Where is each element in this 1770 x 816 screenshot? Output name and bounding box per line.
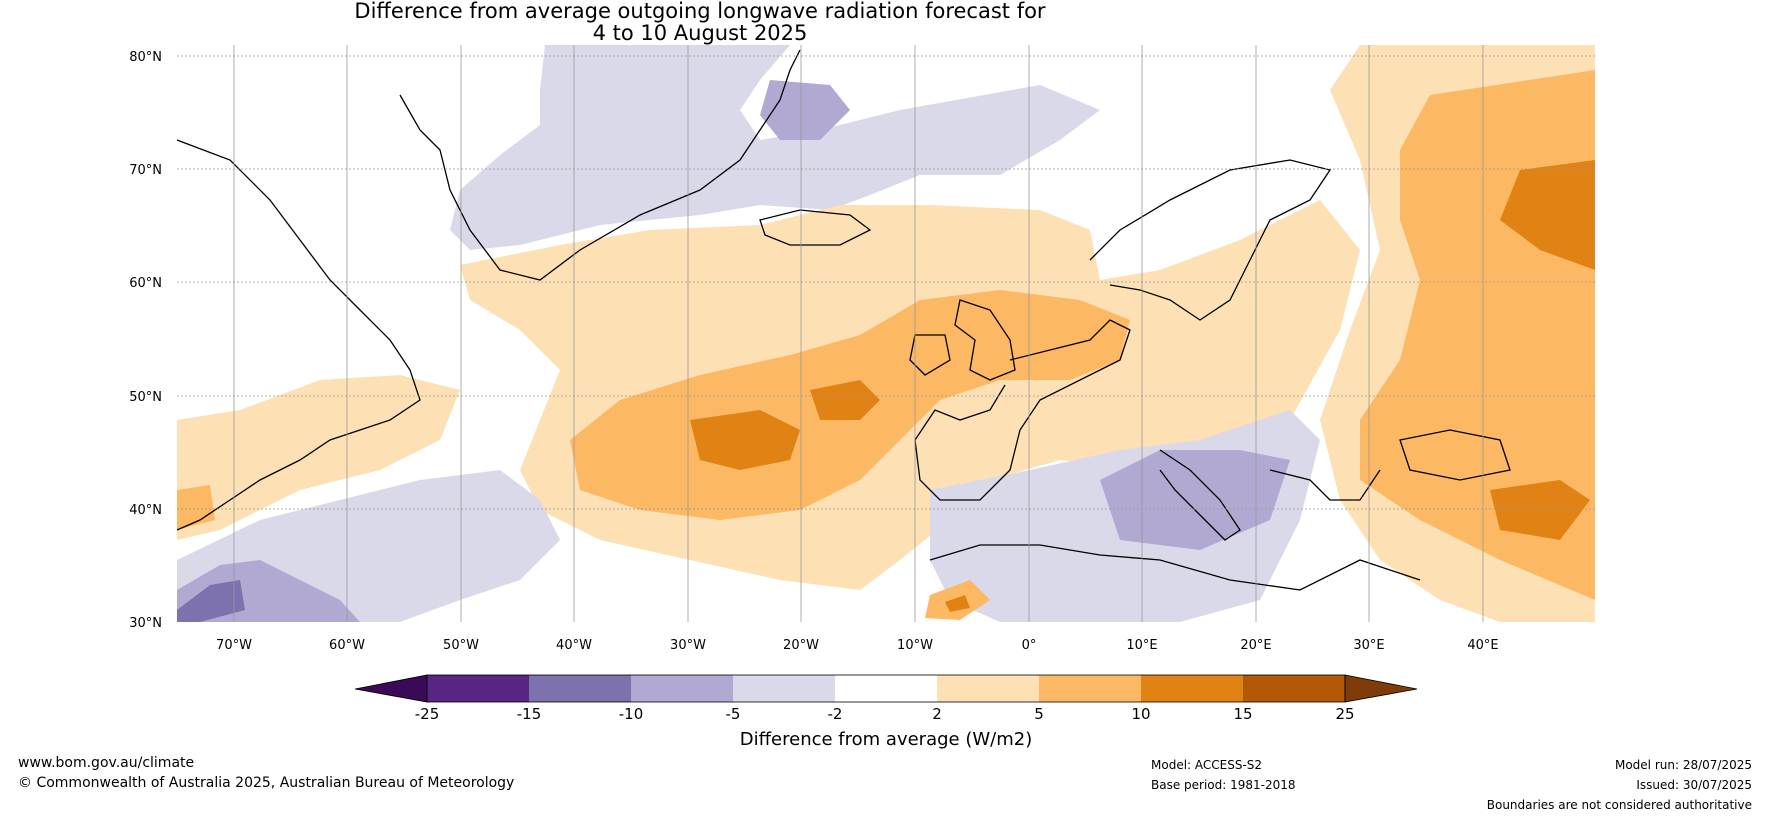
colorbar-tick-labels: -25 -15 -10 -5 -2 2 5 10 15 25 — [415, 705, 1355, 723]
colorbar-bin — [427, 675, 529, 702]
colorbar-tick: -2 — [828, 705, 843, 723]
coastline-aegean — [1269, 469, 1381, 501]
colorbar-bin — [631, 675, 733, 702]
lon-label: 30°W — [670, 638, 706, 653]
lat-label: 70°N — [129, 163, 162, 178]
footer-model: Model: ACCESS-S2 — [1151, 758, 1263, 772]
map-title-line2: 4 to 10 August 2025 — [592, 21, 808, 45]
coastline-scandinavia — [1089, 159, 1332, 321]
coastline-greenland — [399, 49, 801, 281]
anomaly-region-pos-strong-russia — [1500, 160, 1595, 270]
map-title-line1: Difference from average outgoing longwav… — [354, 0, 1046, 23]
colorbar-tick: 10 — [1131, 705, 1150, 723]
colorbar-tick: 25 — [1335, 705, 1354, 723]
coastline-north-america — [177, 139, 421, 531]
graticule — [177, 45, 1595, 622]
coastline-mediterranean-south — [929, 544, 1421, 591]
lon-label: 0° — [1022, 638, 1037, 653]
coastline-ireland — [909, 334, 951, 376]
coastline-europe-west — [914, 319, 1131, 501]
lon-label: 50°W — [443, 638, 479, 653]
anomaly-fields — [177, 45, 1595, 622]
colorbar-bin — [835, 675, 937, 702]
colorbar-tick: 2 — [932, 705, 942, 723]
coastline-black-sea — [1399, 429, 1511, 481]
lon-label: 60°W — [329, 638, 365, 653]
lon-label: 10°E — [1126, 638, 1157, 653]
lon-label: 20°W — [783, 638, 819, 653]
coastline-italy — [1159, 449, 1241, 541]
coastline-iceland — [759, 209, 872, 246]
colorbar-bin — [529, 675, 631, 702]
lon-label: 70°W — [216, 638, 252, 653]
lon-labels: 70°W 60°W 50°W 40°W 30°W 20°W 10°W 0° 10… — [216, 638, 1499, 653]
anomaly-region-pos-africa-core — [945, 595, 970, 612]
colorbar-bin — [937, 675, 1039, 702]
lon-label: 40°W — [556, 638, 592, 653]
colorbar-extend-high — [1344, 674, 1418, 703]
colorbar-extend-low — [354, 674, 428, 703]
lon-label: 40°E — [1467, 638, 1498, 653]
lon-label: 10°W — [897, 638, 933, 653]
lat-label: 40°N — [129, 503, 162, 518]
anomaly-region-neg-sw-strong — [177, 580, 245, 622]
colorbar-bin — [733, 675, 835, 702]
colorbar-tick: -25 — [415, 705, 440, 723]
footer-website: www.bom.gov.au/climate — [18, 755, 195, 771]
coastlines — [177, 49, 1511, 591]
colorbar-bin — [1141, 675, 1243, 702]
lat-label: 30°N — [129, 616, 162, 631]
colorbar-outline — [426, 674, 1346, 703]
colorbar-title: Difference from average (W/m2) — [740, 729, 1032, 750]
colorbar-tick: -10 — [619, 705, 644, 723]
coastline-britain — [954, 299, 1016, 381]
footer-base-period: Base period: 1981-2018 — [1151, 778, 1296, 792]
anomaly-region-pos-strong-turkey — [1490, 480, 1590, 540]
lon-label: 30°E — [1353, 638, 1384, 653]
colorbar-bin — [1243, 675, 1345, 702]
colorbar-tick: -5 — [726, 705, 741, 723]
anomaly-region-neg-north — [450, 45, 1100, 250]
colorbar-tick: 15 — [1233, 705, 1252, 723]
anomaly-region-neg-med-core — [1100, 450, 1290, 550]
anomaly-region-pos-strong-core-2 — [810, 380, 880, 420]
colorbar-bin — [1039, 675, 1141, 702]
lat-labels: 80°N 70°N 60°N 50°N 40°N 30°N — [129, 50, 162, 631]
anomaly-region-pos-strong-core-1 — [690, 410, 800, 470]
footer-issued: Issued: 30/07/2025 — [1636, 778, 1752, 792]
anomaly-region-pos-newfoundland-core — [177, 485, 215, 530]
footer-disclaimer: Boundaries are not considered authoritat… — [1486, 798, 1752, 812]
colorbar: -25 -15 -10 -5 -2 2 5 10 15 25 Differenc… — [354, 674, 1418, 750]
lat-label: 60°N — [129, 276, 162, 291]
anomaly-region-neg-greenland-core — [760, 80, 850, 140]
footer-model-run: Model run: 28/07/2025 — [1614, 758, 1752, 772]
lat-label: 50°N — [129, 390, 162, 405]
colorbar-tick: -15 — [517, 705, 542, 723]
colorbar-tick: 5 — [1034, 705, 1044, 723]
anomaly-region-pos-newfoundland — [177, 375, 460, 540]
footer-copyright: © Commonwealth of Australia 2025, Austra… — [18, 775, 515, 791]
lat-label: 80°N — [129, 50, 162, 65]
lon-label: 20°E — [1240, 638, 1271, 653]
